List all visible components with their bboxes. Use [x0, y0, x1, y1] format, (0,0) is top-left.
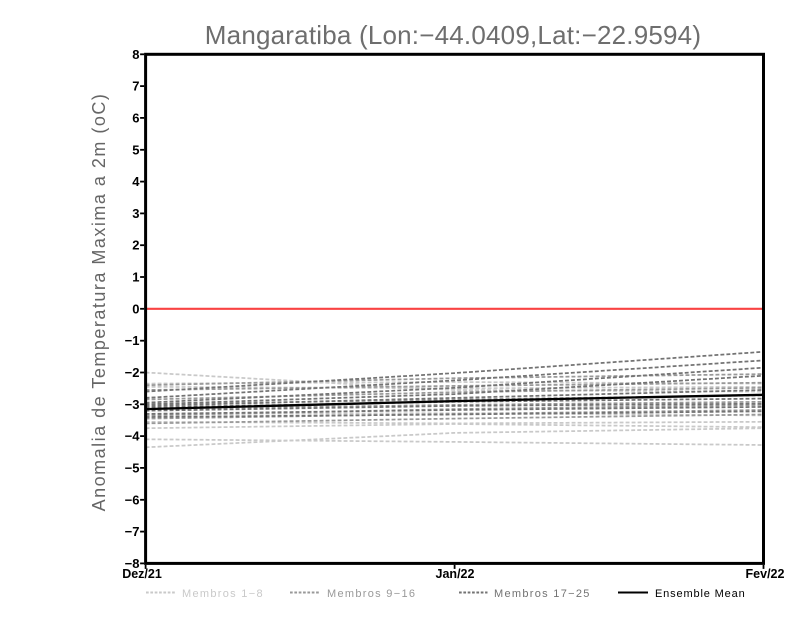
svg-text:−7: −7: [125, 524, 140, 539]
svg-text:Mangaratiba (Lon:−44.0409,Lat:: Mangaratiba (Lon:−44.0409,Lat:−22.9594): [205, 20, 701, 50]
svg-text:5: 5: [132, 142, 139, 157]
svg-text:Dez/21: Dez/21: [122, 567, 162, 581]
svg-text:Membros 9−16: Membros 9−16: [327, 588, 416, 600]
svg-text:−8: −8: [125, 556, 140, 571]
svg-text:4: 4: [132, 174, 140, 189]
svg-text:7: 7: [132, 79, 139, 94]
svg-text:Jan/22: Jan/22: [436, 567, 475, 581]
svg-text:Anomalia de Temperatura Maxima: Anomalia de Temperatura Maxima a 2m (oC): [89, 93, 109, 512]
svg-text:1: 1: [132, 270, 139, 285]
svg-text:−2: −2: [125, 365, 140, 380]
svg-text:−1: −1: [125, 333, 140, 348]
svg-text:Ensemble Mean: Ensemble Mean: [655, 588, 746, 600]
svg-text:3: 3: [132, 206, 139, 221]
svg-text:−6: −6: [125, 492, 140, 507]
svg-text:0: 0: [132, 301, 139, 316]
svg-text:Fev/22: Fev/22: [746, 567, 785, 581]
svg-text:−5: −5: [125, 460, 140, 475]
svg-text:−3: −3: [125, 397, 140, 412]
svg-text:2: 2: [132, 238, 139, 253]
svg-text:Membros 17−25: Membros 17−25: [494, 588, 591, 600]
svg-text:Membros 1−8: Membros 1−8: [182, 588, 264, 600]
svg-text:8: 8: [132, 47, 139, 62]
svg-text:6: 6: [132, 110, 139, 125]
svg-text:−4: −4: [125, 429, 141, 444]
